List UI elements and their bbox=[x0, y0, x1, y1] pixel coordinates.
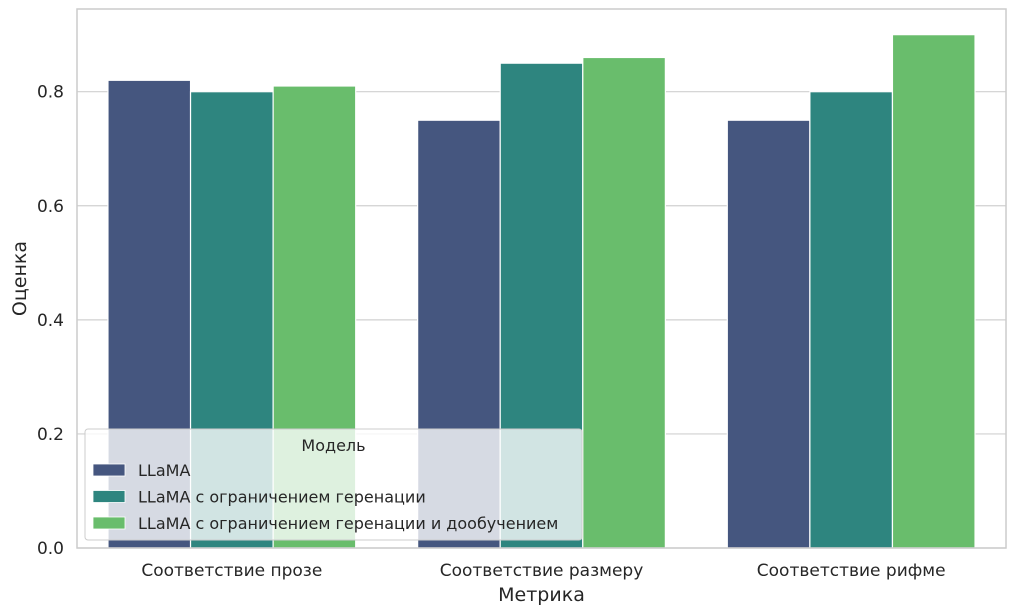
y-tick-label: 0.0 bbox=[37, 539, 64, 559]
bar bbox=[582, 56, 666, 549]
y-tick-label: 0.8 bbox=[37, 83, 64, 103]
x-tick-labels: Соответствие прозе Соответствие размеру Со… bbox=[141, 561, 945, 581]
legend-item-label: LLaMA bbox=[138, 461, 190, 480]
legend: Модель LLaMA LLaMA с ограничением геренац… bbox=[84, 428, 583, 541]
y-axis-label: Оценка bbox=[9, 241, 31, 316]
y-tick-label: 0.6 bbox=[37, 197, 64, 217]
x-tick-label: Соответствие прозе bbox=[141, 561, 322, 581]
legend-swatch bbox=[92, 463, 126, 477]
y-tick-label: 0.2 bbox=[37, 425, 64, 445]
x-tick-label: Соответствие размеру bbox=[440, 561, 644, 581]
y-tick-label: 0.4 bbox=[37, 311, 64, 331]
bar bbox=[809, 91, 894, 549]
bar bbox=[891, 34, 976, 549]
legend-item-label: LLaMA с ограничением геренации и дообуче… bbox=[138, 514, 558, 533]
legend-title: Модель bbox=[301, 436, 365, 455]
y-tick-labels: 0.0 0.2 0.4 0.6 0.8 bbox=[37, 83, 64, 559]
plot-frame bbox=[76, 8, 1007, 549]
plot-border bbox=[76, 8, 1007, 549]
x-axis-label: Метрика bbox=[498, 584, 585, 606]
legend-item-label: LLaMA с ограничением геренации bbox=[138, 488, 426, 507]
legend-box bbox=[84, 428, 583, 541]
legend-swatch bbox=[92, 516, 126, 530]
legend-swatch bbox=[92, 490, 126, 503]
bar bbox=[726, 119, 811, 549]
x-tick-label: Соответствие рифме bbox=[757, 561, 946, 581]
